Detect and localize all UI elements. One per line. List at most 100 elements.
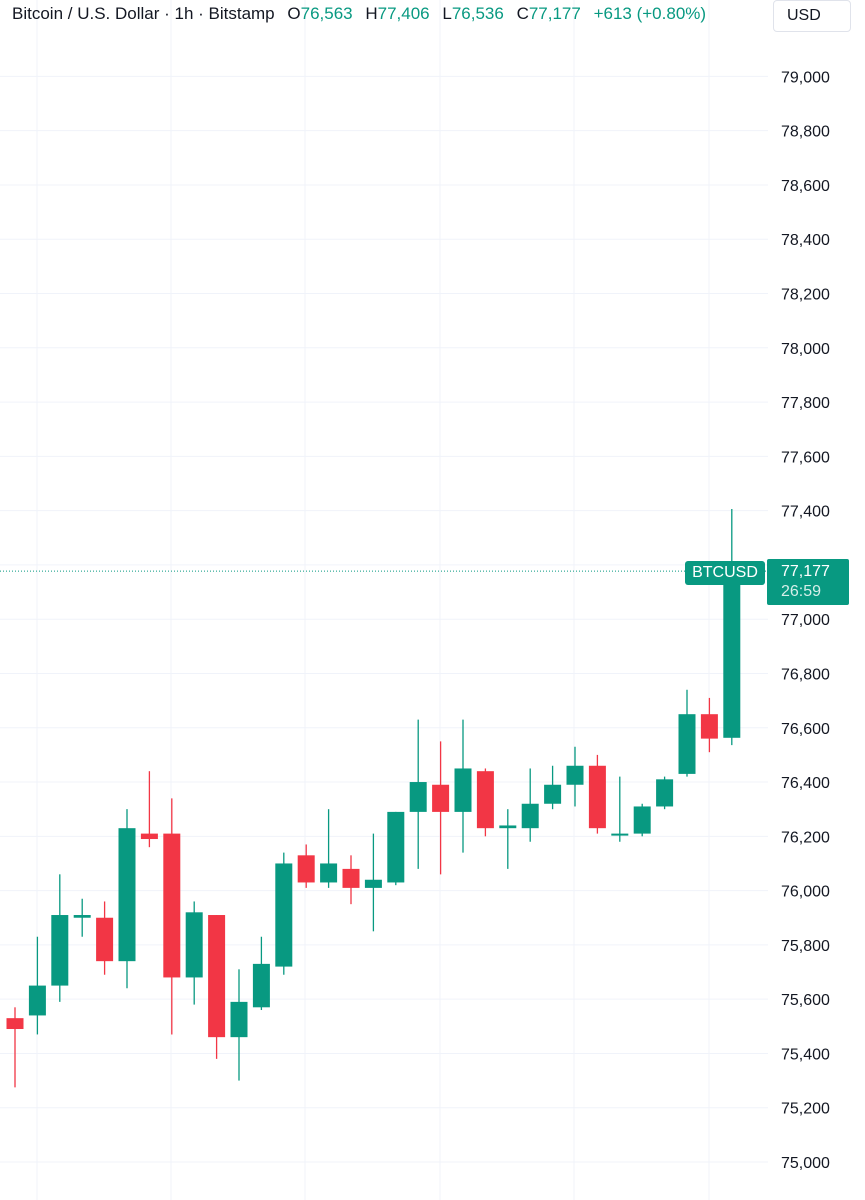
close-label: C [516,4,529,23]
candle-down [140,771,158,848]
price-tick-label: 78,200 [781,287,830,304]
change-value: +613 (+0.80%) [593,4,707,23]
price-tick-label: 76,200 [781,829,830,846]
candle-down [208,915,226,1059]
candle-body [499,825,517,829]
candle-down [476,768,494,837]
candle-up [544,765,562,810]
candle-body [387,811,405,883]
price-tick-label: 76,000 [781,884,830,901]
horizontal-gridlines [0,75,768,1163]
symbol-title: Bitcoin / U.S. Dollar · 1h · Bitstamp [12,4,275,23]
candle-up [230,969,248,1081]
candle-up [611,776,629,842]
candle-body [252,963,270,1008]
candle-body [342,868,360,888]
candle-body [723,571,741,738]
price-tick-label: 77,800 [781,395,830,412]
low-label: L [442,4,452,23]
candle-up [499,809,517,869]
candle-up [252,936,270,1011]
candle-up [656,776,674,810]
candle-body [566,765,584,785]
high-label: H [365,4,378,23]
price-tick-label: 75,400 [781,1046,830,1063]
candle-up [566,746,584,807]
candle-body [454,768,472,812]
symbol-legend: Bitcoin / U.S. Dollar · 1h · Bitstamp O7… [12,3,706,25]
candle-up [521,768,539,842]
candle-body [409,782,427,812]
candle-body [230,1001,248,1038]
candle-body [678,714,696,774]
candle-body [700,714,718,739]
candle-up [633,803,651,837]
candle-body [297,855,315,883]
price-tick-label: 77,000 [781,612,830,629]
candle-down [6,1007,24,1088]
price-tick-label: 76,800 [781,666,830,683]
price-axis[interactable]: 75,000 75,200 75,400 75,600 75,800 76,000 76,2… [781,69,830,1172]
price-tick-label: 75,800 [781,938,830,955]
close-value: 77,177 [528,4,581,23]
candle-body [163,833,181,978]
candle-up [454,719,472,853]
price-tick-label: 77,400 [781,504,830,521]
candle-body [633,806,651,834]
price-tick-label: 76,400 [781,775,830,792]
candle-body [140,833,158,840]
bar-countdown: 26:59 [781,583,822,600]
candle-body [611,833,629,836]
price-tick-label: 75,200 [781,1101,830,1118]
candle-body [521,803,539,829]
open-value: 76,563 [300,4,353,23]
candle-body [320,863,338,883]
candle-up [409,719,427,869]
vertical-gridlines [36,0,710,1200]
symbol-price-tag: BTCUSD [685,561,765,585]
candle-body [51,915,69,986]
candle-up [118,809,136,989]
candle-down [700,697,718,753]
candle-down [588,754,606,834]
candle-up [678,689,696,777]
price-tick-label: 79,000 [781,69,830,86]
candle-body [118,828,136,962]
candle-up [387,811,405,886]
price-tick-label: 78,600 [781,178,830,195]
open-label: O [287,4,301,23]
candle-up [28,936,46,1035]
candle-down [432,741,450,875]
price-tick-label: 78,800 [781,124,830,141]
last-price-value: 77,177 [781,563,830,580]
candle-body [544,784,562,804]
currency-button[interactable]: USD [773,0,851,32]
candle-body [275,863,293,967]
price-tick-label: 75,000 [781,1155,830,1172]
candle-down [342,855,360,905]
candle-up [51,874,69,1002]
low-value: 76,536 [451,4,504,23]
candle-body [476,771,494,829]
candle-down [297,844,315,888]
candle-up [364,833,382,932]
candle-body [185,912,203,978]
candles [6,509,741,1088]
candle-up [275,852,293,975]
price-tick-label: 75,600 [781,992,830,1009]
candle-body [28,985,46,1016]
price-tick-label: 78,000 [781,341,830,358]
candle-body [364,879,382,888]
candle-body [208,915,226,1038]
candle-body [432,784,450,812]
candle-up [185,901,203,1005]
candle-down [96,901,114,975]
price-tick-label: 78,400 [781,232,830,249]
price-tick-label: 76,600 [781,721,830,738]
candle-down [163,798,181,1035]
last-price-label: 77,177 26:59 [767,559,849,605]
candle-body [6,1018,24,1030]
candle-body [73,915,91,918]
candle-up [723,509,741,746]
